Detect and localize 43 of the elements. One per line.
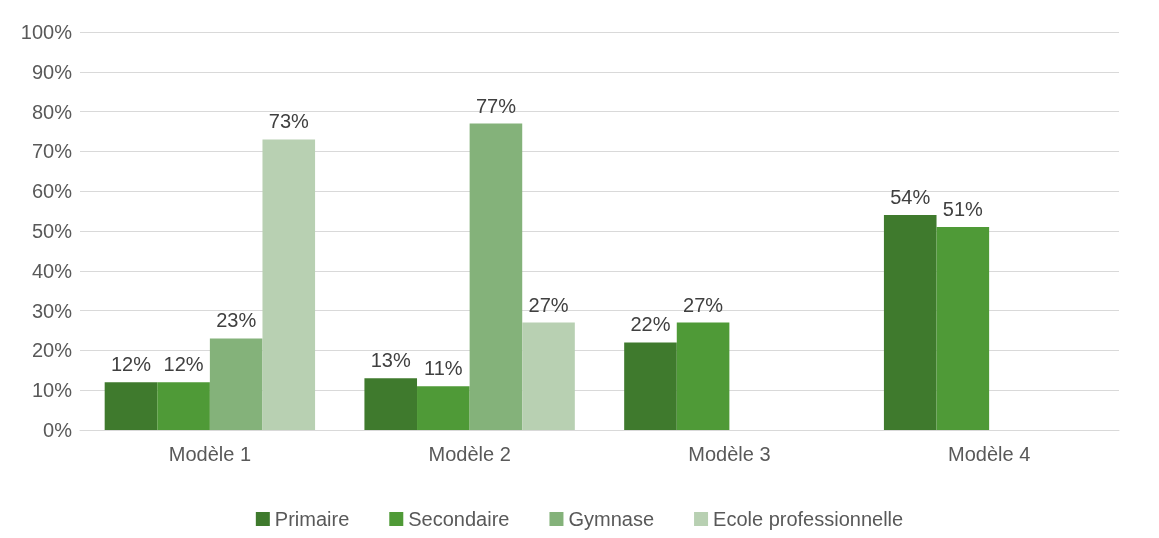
data-label: 12%	[163, 353, 204, 376]
bar	[522, 322, 575, 430]
y-tick-label: 90%	[31, 60, 73, 83]
data-label: 27%	[683, 293, 724, 316]
data-label: 23%	[216, 309, 257, 332]
y-tick-label: 10%	[31, 379, 73, 402]
y-tick-label: 80%	[31, 100, 73, 123]
bar	[417, 386, 470, 430]
data-label: 54%	[890, 186, 931, 209]
x-tick-label: Modèle 2	[428, 443, 511, 465]
data-label: 73%	[268, 110, 309, 133]
data-label: 13%	[370, 349, 411, 372]
bar	[936, 227, 990, 430]
data-label: 22%	[630, 313, 671, 336]
y-tick-label: 40%	[31, 259, 73, 282]
bar	[209, 338, 263, 430]
legend-label: Ecole professionnelle	[713, 508, 904, 530]
data-label: 51%	[942, 198, 984, 221]
bar	[883, 215, 937, 430]
legend-label: Primaire	[274, 508, 350, 530]
bar	[157, 382, 210, 430]
data-label: 27%	[528, 293, 569, 316]
y-tick-label: 50%	[31, 220, 73, 242]
x-tick-label: Modèle 1	[168, 443, 252, 465]
y-tick-label: 30%	[31, 299, 73, 322]
y-tick-label: 20%	[31, 339, 73, 362]
bar	[262, 139, 316, 430]
data-label: 12%	[110, 353, 152, 376]
bar	[469, 123, 523, 430]
y-tick-label: 70%	[31, 140, 73, 163]
legend-label: Secondaire	[408, 508, 510, 530]
bar	[364, 378, 418, 430]
y-tick-label: 0%	[43, 419, 73, 441]
legend-label: Gymnase	[568, 508, 655, 530]
x-tick-label: Modèle 4	[947, 443, 1031, 465]
y-tick-label: 60%	[31, 180, 73, 203]
bar	[676, 322, 730, 430]
bar	[104, 382, 158, 430]
data-label: 11%	[424, 357, 463, 380]
y-tick-label: 100%	[20, 21, 73, 43]
bar	[624, 342, 677, 430]
data-label: 77%	[475, 94, 517, 117]
x-tick-label: Modèle 3	[688, 443, 771, 465]
